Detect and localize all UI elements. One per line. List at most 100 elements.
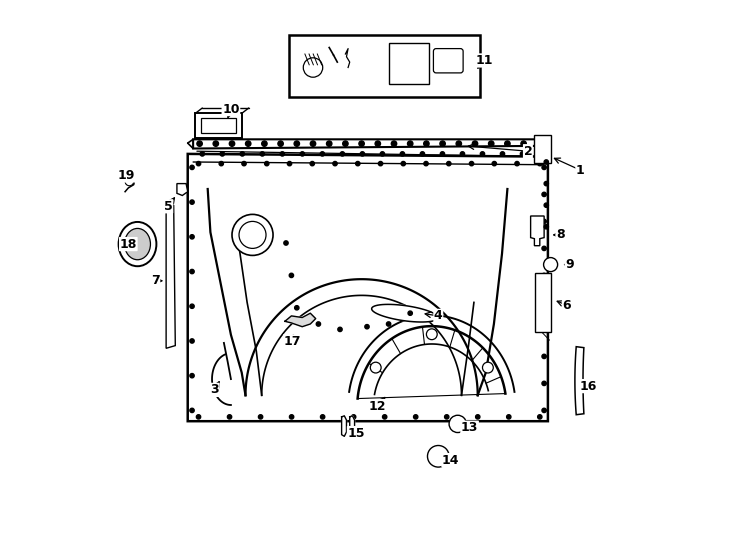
- Circle shape: [352, 415, 356, 419]
- Circle shape: [289, 273, 294, 278]
- Polygon shape: [341, 416, 346, 436]
- Circle shape: [413, 415, 418, 419]
- Circle shape: [542, 246, 546, 251]
- Circle shape: [440, 141, 446, 146]
- Circle shape: [197, 415, 200, 419]
- Circle shape: [284, 241, 288, 245]
- Circle shape: [542, 381, 546, 386]
- Circle shape: [542, 354, 546, 359]
- Polygon shape: [536, 273, 550, 332]
- Text: 8: 8: [556, 228, 564, 241]
- Circle shape: [472, 141, 478, 146]
- Circle shape: [542, 408, 546, 413]
- Text: 13: 13: [461, 421, 479, 434]
- Circle shape: [310, 161, 314, 166]
- Circle shape: [228, 415, 232, 419]
- Circle shape: [359, 141, 364, 146]
- Circle shape: [544, 203, 548, 207]
- Circle shape: [521, 141, 526, 146]
- Circle shape: [542, 165, 546, 170]
- Ellipse shape: [125, 228, 150, 260]
- Circle shape: [338, 327, 342, 332]
- Circle shape: [489, 141, 494, 146]
- Text: 5: 5: [164, 200, 172, 213]
- Text: 4: 4: [434, 309, 443, 322]
- Circle shape: [427, 446, 449, 467]
- Circle shape: [537, 415, 542, 419]
- Circle shape: [245, 141, 251, 146]
- Circle shape: [542, 300, 546, 305]
- Circle shape: [288, 161, 291, 166]
- Text: 1: 1: [576, 164, 585, 177]
- Circle shape: [278, 141, 283, 146]
- Ellipse shape: [119, 222, 156, 266]
- FancyBboxPatch shape: [288, 35, 480, 97]
- Circle shape: [542, 327, 546, 332]
- Circle shape: [321, 415, 324, 419]
- Circle shape: [190, 269, 195, 274]
- Circle shape: [505, 141, 510, 146]
- Polygon shape: [188, 154, 548, 421]
- Circle shape: [190, 339, 195, 343]
- Circle shape: [190, 304, 195, 308]
- Circle shape: [378, 161, 382, 166]
- Circle shape: [424, 141, 429, 146]
- Polygon shape: [177, 184, 188, 195]
- Text: 11: 11: [476, 54, 493, 67]
- Circle shape: [341, 152, 344, 156]
- FancyBboxPatch shape: [433, 49, 463, 73]
- Circle shape: [213, 141, 219, 146]
- Circle shape: [382, 415, 387, 419]
- Circle shape: [343, 141, 348, 146]
- Circle shape: [391, 141, 396, 146]
- Circle shape: [501, 152, 505, 156]
- Circle shape: [300, 152, 305, 156]
- Circle shape: [544, 181, 548, 186]
- Polygon shape: [581, 336, 584, 414]
- Circle shape: [242, 161, 246, 166]
- Circle shape: [190, 235, 195, 239]
- Text: 2: 2: [523, 145, 532, 158]
- Circle shape: [480, 152, 484, 156]
- Circle shape: [310, 141, 316, 146]
- Circle shape: [265, 161, 269, 166]
- Circle shape: [408, 311, 413, 315]
- Circle shape: [190, 408, 195, 413]
- Circle shape: [537, 161, 542, 166]
- Circle shape: [400, 152, 404, 156]
- Polygon shape: [534, 135, 550, 163]
- Circle shape: [289, 415, 294, 419]
- Circle shape: [407, 141, 413, 146]
- Circle shape: [316, 322, 321, 326]
- Circle shape: [229, 141, 235, 146]
- Circle shape: [240, 152, 244, 156]
- Polygon shape: [349, 416, 355, 436]
- Circle shape: [190, 165, 195, 170]
- Circle shape: [544, 225, 548, 229]
- Circle shape: [456, 141, 462, 146]
- Text: 14: 14: [442, 454, 459, 467]
- Circle shape: [460, 152, 465, 156]
- Circle shape: [537, 141, 542, 146]
- Circle shape: [542, 219, 546, 224]
- Circle shape: [360, 152, 365, 156]
- Circle shape: [482, 362, 493, 373]
- Circle shape: [327, 141, 332, 146]
- Polygon shape: [166, 205, 175, 348]
- Polygon shape: [193, 139, 550, 148]
- Circle shape: [190, 374, 195, 378]
- Text: 19: 19: [118, 169, 135, 182]
- FancyBboxPatch shape: [388, 43, 429, 84]
- Circle shape: [190, 200, 195, 204]
- Circle shape: [125, 177, 134, 186]
- Circle shape: [492, 161, 496, 166]
- Circle shape: [401, 161, 405, 166]
- Circle shape: [446, 161, 451, 166]
- Text: 7: 7: [151, 274, 160, 287]
- Circle shape: [219, 161, 223, 166]
- Circle shape: [220, 152, 225, 156]
- Circle shape: [200, 152, 205, 156]
- Circle shape: [544, 258, 558, 272]
- Text: 15: 15: [347, 427, 365, 440]
- Circle shape: [262, 141, 267, 146]
